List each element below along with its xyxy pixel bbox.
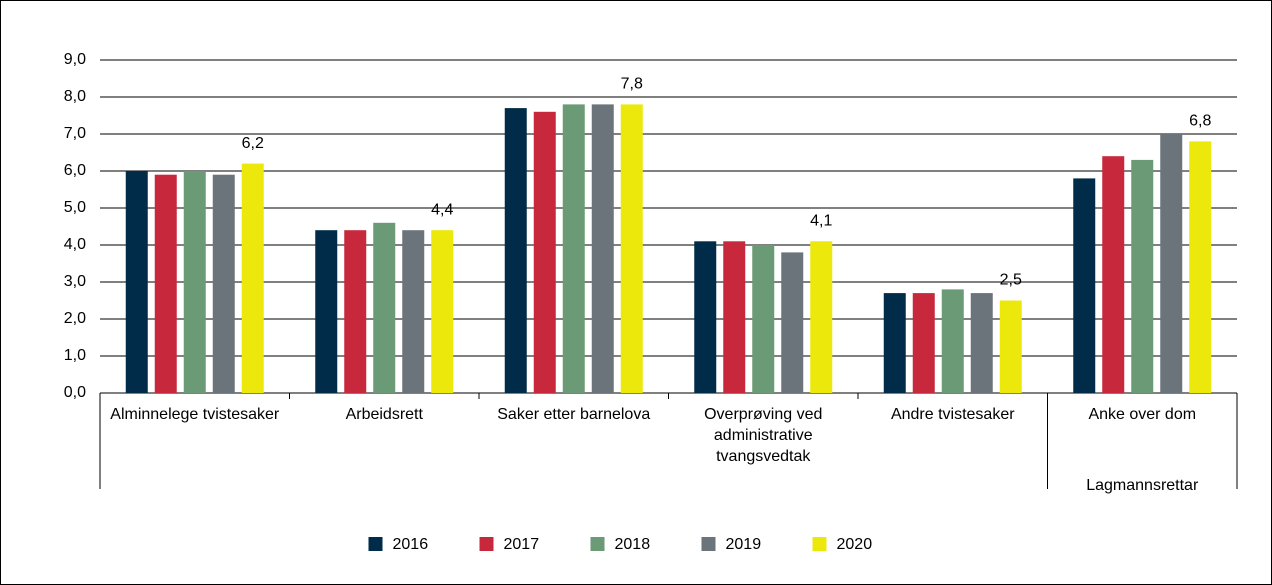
bar	[591, 104, 614, 394]
bar	[402, 230, 425, 393]
y-tick-label: 7,0	[64, 125, 86, 142]
group-label: Lagmannsrettar	[1086, 477, 1199, 494]
y-tick-label: 4,0	[64, 236, 86, 253]
bar	[562, 104, 585, 394]
bar	[941, 289, 964, 393]
data-label: 6,2	[242, 135, 264, 152]
bar	[431, 230, 454, 393]
legend-label: 2018	[615, 536, 651, 553]
y-tick-label: 8,0	[64, 88, 86, 105]
x-tick-label: Overprøving ved administrative tvangsved…	[704, 406, 823, 465]
bar	[212, 174, 235, 393]
x-tick-label: Saker etter barnelova	[497, 406, 651, 423]
y-tick-label: 0,0	[64, 384, 86, 401]
y-tick-label: 2,0	[64, 310, 86, 327]
bar	[970, 293, 993, 393]
y-tick-label: 9,0	[64, 51, 86, 68]
legend-label: 2017	[504, 536, 540, 553]
data-label: 7,8	[621, 76, 643, 93]
bar	[1131, 159, 1154, 393]
bar	[912, 293, 935, 393]
bar	[1160, 134, 1183, 393]
bar	[504, 108, 527, 393]
legend-swatch	[590, 537, 605, 551]
legend-swatch	[812, 537, 827, 551]
data-label: 4,4	[431, 201, 453, 218]
bar	[344, 230, 367, 393]
bar	[752, 245, 775, 393]
legend-label: 2019	[726, 536, 762, 553]
bar	[723, 241, 746, 393]
y-tick-label: 1,0	[64, 347, 86, 364]
legend-label: 2016	[393, 536, 429, 553]
y-tick-label: 3,0	[64, 273, 86, 290]
bar	[999, 300, 1022, 393]
bar	[241, 163, 264, 393]
y-tick-label: 5,0	[64, 199, 86, 216]
bar	[125, 171, 148, 393]
bar	[315, 230, 338, 393]
legend-swatch	[368, 537, 383, 551]
x-tick-label: Andre tvistesaker	[890, 406, 1015, 423]
legend-swatch	[701, 537, 716, 551]
bar	[781, 252, 804, 393]
data-label: 4,1	[810, 213, 832, 230]
bar	[1073, 178, 1096, 393]
x-tick-label: Arbeidsrett	[345, 406, 423, 423]
bar	[1189, 141, 1212, 393]
data-label: 2,5	[1000, 272, 1022, 289]
bar	[883, 293, 906, 393]
y-tick-label: 6,0	[64, 162, 86, 179]
x-tick-label: Alminnelege tvistesaker	[110, 406, 280, 423]
data-label: 6,8	[1189, 113, 1211, 130]
bar	[183, 171, 206, 393]
bar	[620, 104, 643, 394]
bar	[810, 241, 833, 393]
legend-label: 2020	[837, 536, 873, 553]
bar	[694, 241, 717, 393]
legend-swatch	[479, 537, 494, 551]
x-tick-label: Anke over dom	[1088, 406, 1197, 423]
bar	[1102, 156, 1125, 393]
bar	[373, 222, 396, 393]
bar	[533, 111, 556, 394]
bar	[154, 174, 177, 393]
